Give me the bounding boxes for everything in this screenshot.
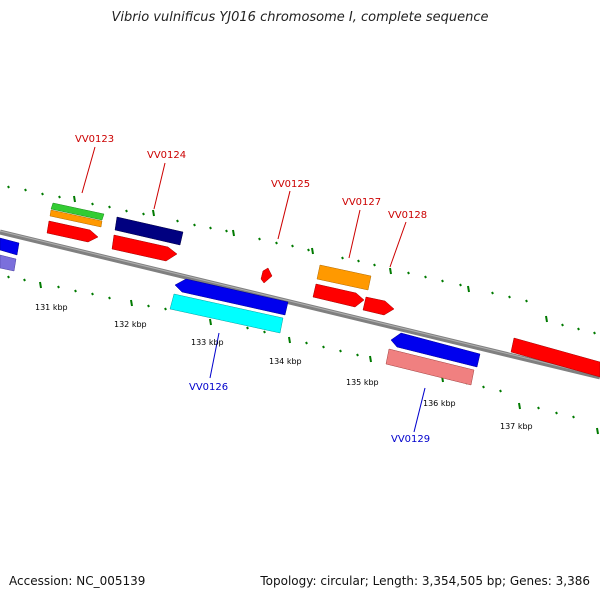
scale-label-135: 135 kbp <box>346 378 379 387</box>
gene-left-edge-purple[interactable] <box>0 254 17 272</box>
scale-label-136: 136 kbp <box>423 399 456 408</box>
gene-label-vv0123[interactable]: VV0123 <box>75 134 114 145</box>
gene-label-vv0127[interactable]: VV0127 <box>342 197 381 208</box>
gene-vv0129-blue[interactable] <box>390 332 481 368</box>
gene-vv0124-red[interactable] <box>111 234 178 262</box>
scale-label-133: 133 kbp <box>191 338 224 347</box>
gene-vv0127-orange[interactable] <box>316 264 372 291</box>
accession-label: Accession: NC_005139 <box>9 574 146 588</box>
gene-label-vv0129[interactable]: VV0129 <box>391 434 430 445</box>
gene-left-edge-blue[interactable] <box>0 237 20 256</box>
gene-vv0128-red[interactable] <box>362 296 395 316</box>
gene-label-vv0125[interactable]: VV0125 <box>271 179 310 190</box>
label-leaders <box>81 146 426 433</box>
scale-label-137: 137 kbp <box>500 422 533 431</box>
gene-vv0123-green[interactable] <box>50 202 105 221</box>
gene-vv0129-pink[interactable] <box>385 348 475 386</box>
gene-vv0123-orange[interactable] <box>49 209 103 228</box>
reverse-strand-genes <box>169 278 481 386</box>
gene-vv0126-blue[interactable] <box>174 278 289 316</box>
forward-strand-genes <box>0 202 600 378</box>
map-title: Vibrio vulnificus YJ016 chromosome I, co… <box>111 10 489 25</box>
outer-tick-ring <box>7 185 596 335</box>
genome-summary: Topology: circular; Length: 3,354,505 bp… <box>260 574 590 588</box>
gene-vv0126-cyan[interactable] <box>169 293 284 334</box>
gene-vv0124-navy[interactable] <box>114 216 184 246</box>
gene-label-vv0128[interactable]: VV0128 <box>388 210 427 221</box>
gene-right-edge-red[interactable] <box>510 337 600 378</box>
inner-tick-ring <box>7 275 599 435</box>
gene-vv0127-red[interactable] <box>312 283 365 308</box>
scale-label-134: 134 kbp <box>269 357 302 366</box>
genome-backbone-highlight <box>0 230 600 377</box>
gene-vv0123-red[interactable] <box>46 220 99 243</box>
gene-vv0125-red[interactable] <box>260 267 273 284</box>
genome-backbone <box>0 229 600 380</box>
gene-label-vv0126[interactable]: VV0126 <box>189 382 228 393</box>
scale-label-132: 132 kbp <box>114 320 147 329</box>
scale-label-131: 131 kbp <box>35 303 68 312</box>
gene-label-vv0124[interactable]: VV0124 <box>147 150 186 161</box>
